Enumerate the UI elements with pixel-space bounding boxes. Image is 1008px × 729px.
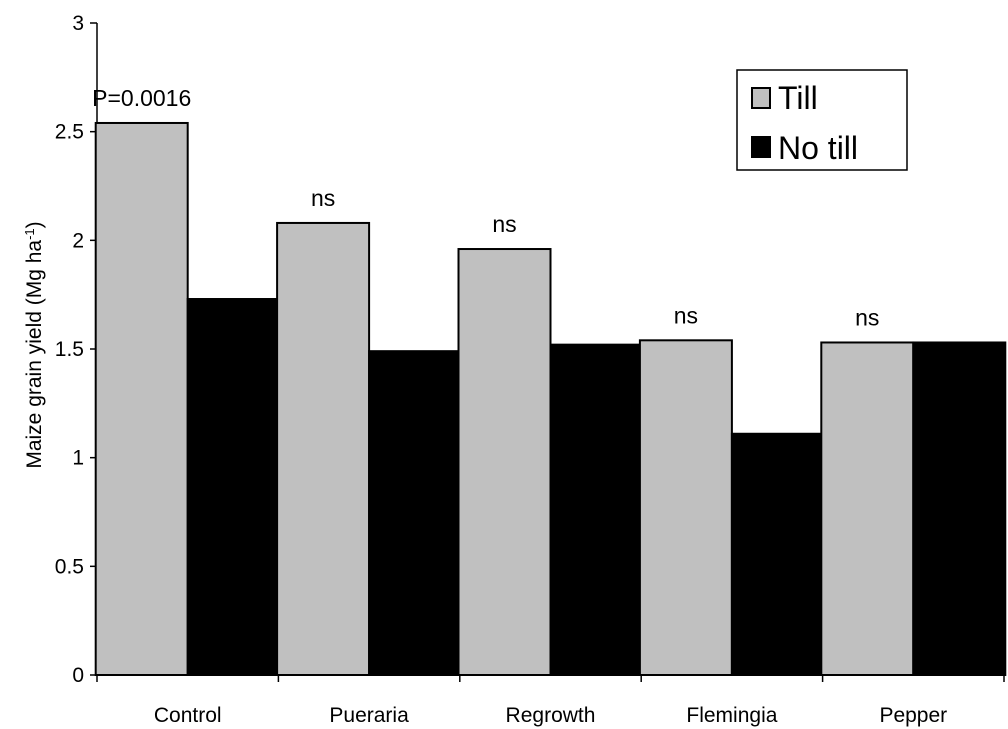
legend: Till No till (736, 69, 908, 171)
bar-no-till-pueraria (368, 350, 463, 676)
y-tick-label: 2.5 (55, 121, 84, 144)
x-tick-label: Flemingia (686, 704, 777, 727)
legend-swatch-till (751, 87, 771, 109)
significance-label: P=0.0016 (92, 85, 191, 111)
bar-no-till-control (186, 298, 281, 676)
y-tick-label: 2 (72, 229, 84, 252)
significance-label: ns (674, 302, 698, 328)
x-tick-label: Control (154, 704, 222, 727)
y-tick-label: 1.5 (55, 338, 84, 361)
y-tick-label: 0.5 (55, 555, 84, 578)
bar-no-till-regrowth (549, 343, 644, 676)
y-axis-title-main: Maize grain yield (Mg ha (23, 240, 46, 469)
x-tick-label: Pepper (879, 704, 947, 727)
legend-label-no-till: No till (778, 130, 858, 166)
x-axis: Control Pueraria Regrowth Flemingia Pepper (96, 674, 1005, 727)
y-tick-label: 3 (72, 12, 84, 35)
legend-swatch-no-till (751, 136, 771, 158)
significance-label: ns (855, 304, 879, 330)
significance-label: ns (311, 185, 335, 211)
bar-series (94, 121, 1007, 677)
y-axis-title: Maize grain yield (Mg ha-1) (22, 221, 47, 468)
bar-till-flemingia (638, 339, 733, 676)
y-axis: 0 0.5 1 1.5 2 2.5 3 (55, 12, 98, 687)
legend-label-till: Till (778, 80, 818, 116)
significance-annotations: P=0.0016 ns ns ns ns (92, 85, 879, 331)
x-tick-label: Regrowth (506, 704, 596, 727)
significance-label: ns (492, 211, 516, 237)
bar-till-pepper (820, 341, 915, 676)
y-axis-title-superscript: -1 (22, 228, 37, 240)
bar-till-pueraria (276, 221, 371, 677)
x-tick-label: Pueraria (329, 704, 409, 727)
y-tick-label: 1 (72, 447, 84, 470)
bar-till-control (94, 121, 189, 677)
bar-no-till-pepper (912, 341, 1007, 676)
bar-no-till-flemingia (730, 432, 825, 677)
y-axis-title-end: ) (23, 221, 46, 228)
y-tick-label: 0 (72, 664, 84, 687)
bar-till-regrowth (457, 248, 552, 676)
